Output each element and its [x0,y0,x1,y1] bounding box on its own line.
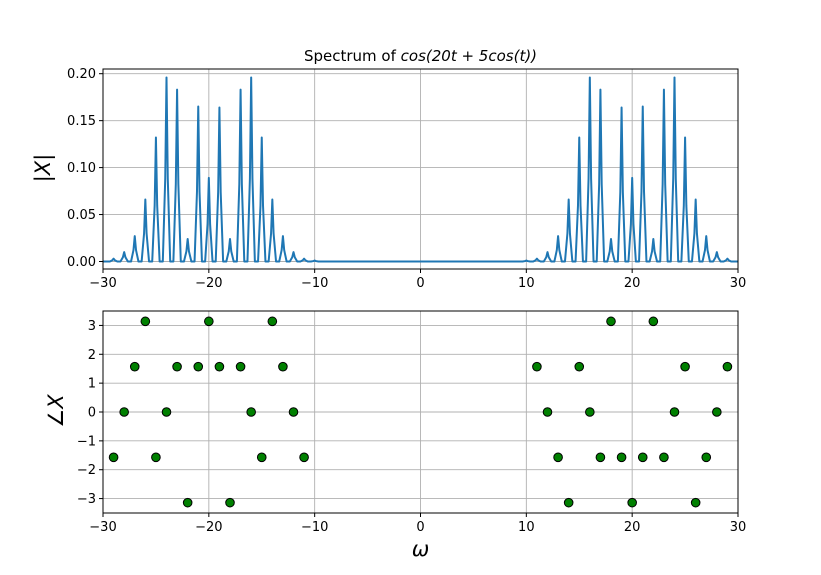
y-tick-label: 0.20 [67,67,96,82]
phase-point [214,361,225,372]
chart-title-math: cos(20t + 5cos(t)) [401,47,537,65]
phase-point [669,407,680,417]
phase-point [637,452,648,463]
phase-point [246,407,256,417]
phase-point [616,452,627,463]
y-tick-label: 0.00 [67,255,96,270]
phase-point [690,497,701,508]
x-tick-label: 0 [416,520,424,535]
magnitude-y-axis-label: |X| [31,154,56,183]
magnitude-series-line [103,76,738,263]
y-tick-label: −3 [77,492,96,507]
phase-point [701,452,712,463]
y-tick-label: 2 [88,348,96,363]
phase-point [151,452,161,463]
phase-point [659,452,669,463]
y-tick-label: −2 [77,463,96,478]
phase-point [129,361,140,372]
x-tick-label: −20 [195,276,222,291]
chart-title-prefix: Spectrum of [304,47,401,65]
phase-point [288,407,299,417]
x-tick-label: −30 [89,276,116,291]
phase-y-axis-label: ∠X [44,394,68,428]
phase-point [712,407,722,417]
phase-point [225,497,235,508]
phase-point [553,452,563,463]
phase-point [648,316,659,327]
phase-point [595,452,606,463]
phase-point [278,361,288,372]
phase-point [299,452,309,463]
phase-point [182,497,193,508]
phase-point [574,361,585,372]
y-tick-label: 3 [88,319,96,334]
x-tick-label: 10 [518,520,535,535]
x-tick-label: 30 [730,276,747,291]
phase-point [235,361,246,372]
phase-point [140,316,151,327]
phase-point [680,361,690,372]
y-tick-label: 0 [88,406,96,421]
x-tick-label: 10 [518,276,535,291]
phase-point [204,316,214,327]
y-tick-label: 1 [88,377,96,392]
y-tick-label: −1 [77,434,96,449]
x-tick-label: −20 [195,520,222,535]
phase-point [108,452,119,463]
x-tick-label: 20 [624,520,641,535]
y-tick-label: 0.10 [67,161,96,176]
x-tick-label: 30 [730,520,747,535]
y-tick-label: 0.05 [67,208,96,223]
phase-point [563,497,574,508]
phase-x-axis-label: ω [412,537,430,561]
x-tick-label: −10 [301,276,328,291]
phase-point [267,316,278,327]
x-tick-label: 20 [624,276,641,291]
phase-point [532,361,542,372]
phase-point [256,452,267,463]
phase-point [722,361,733,372]
phase-point [193,361,204,372]
phase-point [542,407,553,417]
phase-point [172,361,182,372]
x-tick-label: −30 [89,520,116,535]
phase-point [606,316,616,327]
x-tick-label: −10 [301,520,328,535]
x-tick-label: 0 [416,276,424,291]
phase-point [119,407,129,417]
chart-title: Spectrum of cos(20t + 5cos(t)) [304,47,537,65]
phase-point [161,407,172,417]
phase-point [585,407,595,417]
magnitude-panel: −30 −20 −10 0 10 20 30 0.00 0.05 0.10 0.15 0.20 [67,67,746,291]
y-tick-label: 0.15 [67,114,96,129]
phase-point [627,497,637,508]
